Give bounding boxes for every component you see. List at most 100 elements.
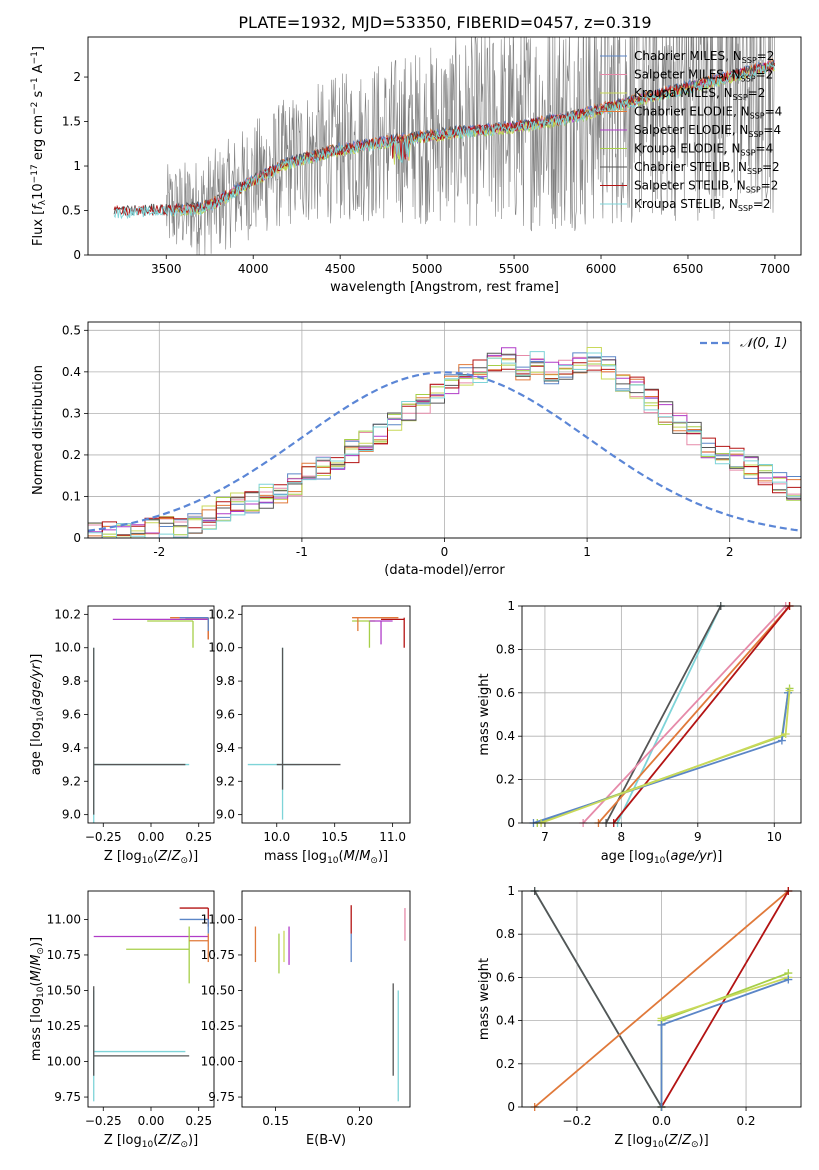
x-tick-label: 10 <box>767 830 782 844</box>
data-point <box>179 617 209 632</box>
x-axis-label: mass [log10(M/M⊙)] <box>264 849 388 866</box>
residual-histogram <box>88 351 801 538</box>
y-tick-label: 10.2 <box>208 607 235 621</box>
residual-histogram <box>88 359 801 538</box>
x-tick-label: 10.5 <box>321 830 348 844</box>
residual-histogram <box>88 347 801 538</box>
x-tick-label: 10.0 <box>263 830 290 844</box>
legend-label: Chabrier STELIB, NSSP=2 <box>634 160 780 176</box>
weight-series-line <box>597 606 791 823</box>
axes-age-vs-Z: −0.25 0.00 0.25 9.0 9.2 9.4 9.6 9.8 10.0 10.2 <box>54 607 212 844</box>
y-tick-label: 1 <box>73 159 81 173</box>
y-tick-label: 2 <box>73 70 81 84</box>
y-tick-label: 9.75 <box>208 1090 235 1104</box>
x-tick-label: 0.00 <box>138 1114 165 1128</box>
x-tick-label: 0.25 <box>185 1114 212 1128</box>
y-tick-label: 1 <box>507 884 515 898</box>
residual-histogram <box>88 363 801 538</box>
data-point <box>126 926 190 984</box>
y-tick-label: 10.00 <box>201 1055 235 1069</box>
x-tick-label: 7 <box>541 830 549 844</box>
x-tick-label: -2 <box>153 545 165 559</box>
y-tick-label: 1.5 <box>62 115 81 129</box>
weight-series-line <box>616 606 722 823</box>
legend-label: Kroupa MILES, NSSP=2 <box>634 86 765 102</box>
y-tick-label: 0.5 <box>62 323 81 337</box>
axes-spectrum: 3500 4000 4500 5000 5500 6000 6500 7000 0 0.5 1 1.5… <box>62 70 790 276</box>
y-tick-label: 0.1 <box>62 489 81 503</box>
x-tick-label: −0.25 <box>85 1114 122 1128</box>
weight-point-marker <box>785 686 794 695</box>
x-axis-label: E(B-V) <box>306 1133 346 1148</box>
y-tick-label: 0.2 <box>496 1057 515 1071</box>
y-tick-label: 10.75 <box>47 948 81 962</box>
y-tick-label: 0.2 <box>62 448 81 462</box>
y-tick-label: 0 <box>73 531 81 545</box>
x-tick-label: 9 <box>694 830 702 844</box>
data-point <box>247 647 300 820</box>
x-tick-label: -1 <box>296 545 308 559</box>
weight-point-marker <box>657 1020 666 1029</box>
y-axis-label: mass [log10(M/M⊙)] <box>29 937 46 1061</box>
data-point <box>352 617 399 632</box>
y-tick-label: 9.0 <box>216 808 235 822</box>
model-spectrum-line <box>113 61 776 220</box>
x-tick-label: 6000 <box>586 262 617 276</box>
y-tick-label: 10.0 <box>208 641 235 655</box>
axes-frame <box>521 605 802 824</box>
x-axis-label: Z [log10(Z/Z⊙)] <box>614 1133 708 1150</box>
weight-series-line <box>536 688 791 823</box>
x-tick-label: 4000 <box>238 262 269 276</box>
data-point <box>93 990 186 1102</box>
y-tick-label: 10.00 <box>47 1055 81 1069</box>
axes-frame <box>521 890 802 1108</box>
data-point <box>352 620 376 648</box>
residual-histogram <box>88 352 801 538</box>
y-tick-label: 9.6 <box>216 708 235 722</box>
y-tick-label: 0.6 <box>496 970 515 984</box>
legend-label: Salpeter STELIB, NSSP=2 <box>634 179 778 195</box>
residual-histogram <box>88 354 801 538</box>
axes-mass-weight-vs-Z: −0.2 0.0 0.2 0 0.2 0.4 0.6 0.8 1 <box>496 884 801 1128</box>
y-tick-label: 0.3 <box>62 406 81 420</box>
y-tick-label: 9.2 <box>216 774 235 788</box>
x-tick-label: −0.25 <box>85 830 122 844</box>
x-tick-label: 0 <box>441 545 449 559</box>
y-tick-label: 1 <box>507 599 515 613</box>
x-tick-label: 5500 <box>499 262 530 276</box>
axes-frame <box>87 36 802 256</box>
y-tick-label: 9.6 <box>62 708 81 722</box>
axes-frame <box>241 605 411 824</box>
axes-mass-vs-Z: −0.25 0.00 0.25 9.75 10.00 10.25 10.50 10.75 11.… <box>47 912 212 1128</box>
legend-label: Chabrier ELODIE, NSSP=4 <box>634 105 782 121</box>
y-tick-label: 0 <box>507 1100 515 1114</box>
y-tick-label: 0.5 <box>62 204 81 218</box>
y-tick-label: 9.75 <box>54 1090 81 1104</box>
weight-series-line <box>533 692 789 823</box>
weight-series-line <box>660 891 790 1107</box>
y-tick-label: 0.4 <box>62 365 81 379</box>
weight-point-marker <box>781 730 790 739</box>
x-tick-label: 2 <box>726 545 734 559</box>
legend-label: Chabrier MILES, NSSP=2 <box>634 49 774 65</box>
y-tick-label: 10.0 <box>54 641 81 655</box>
y-tick-label: 10.50 <box>47 983 81 997</box>
axes-frame <box>87 605 215 824</box>
axes-frame <box>241 890 411 1108</box>
weight-series-line <box>582 606 787 823</box>
legend-label: Salpeter MILES, NSSP=2 <box>634 68 773 84</box>
observed-spectrum-line <box>166 37 775 255</box>
x-axis-label: (data-model)/error <box>384 563 505 578</box>
data-point <box>185 618 209 640</box>
plots-layer: 3500 4000 4500 5000 5500 6000 6500 700000.511.5… <box>29 36 802 1150</box>
x-tick-label: 0.20 <box>346 1114 373 1128</box>
data-point <box>381 617 405 648</box>
data-point <box>276 647 341 790</box>
y-tick-label: 0.4 <box>496 729 515 743</box>
weight-point-marker <box>777 736 786 745</box>
x-tick-label: 0.0 <box>652 1114 671 1128</box>
x-tick-label: 0.2 <box>736 1114 755 1128</box>
y-tick-label: 9.8 <box>62 674 81 688</box>
x-axis-label: Z [log10(Z/Z⊙)] <box>104 849 198 866</box>
